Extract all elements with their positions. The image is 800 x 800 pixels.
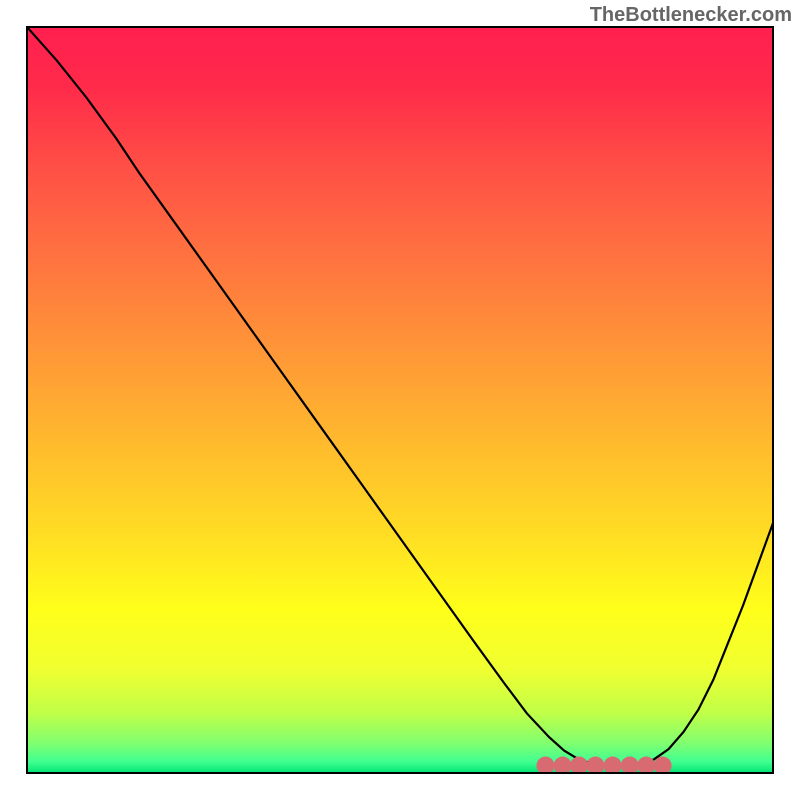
optimal-marker [586,757,604,775]
plot-background [27,27,773,773]
optimal-marker [621,757,639,775]
optimal-marker [570,757,588,775]
optimal-marker [604,757,622,775]
optimal-marker [637,757,655,775]
optimal-marker [554,757,572,775]
optimal-marker [654,757,672,775]
chart-container: TheBottlenecker.com [0,0,800,800]
optimal-marker [536,757,554,775]
watermark-text: TheBottlenecker.com [590,4,792,27]
bottleneck-chart [0,0,800,800]
